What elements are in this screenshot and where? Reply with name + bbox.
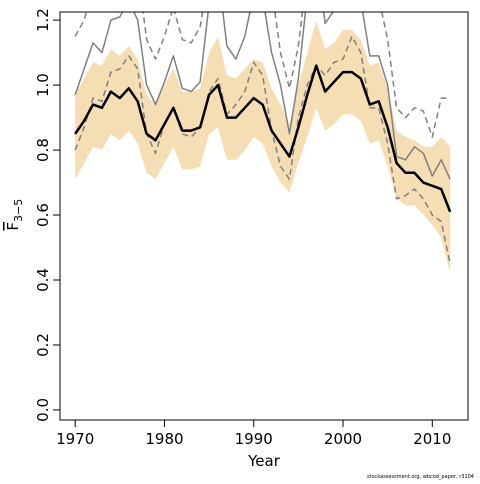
plot-area — [74, 12, 452, 274]
series-line — [74, 64, 452, 213]
x-tick-label: 1990 — [235, 430, 273, 448]
y-tick-label: 0.2 — [34, 333, 52, 357]
y-tick-label: 0.4 — [34, 268, 52, 292]
y-tick-label: 1.2 — [34, 8, 52, 32]
y-tick-label: 0.0 — [34, 398, 52, 422]
y-tick-label: 0.8 — [34, 138, 52, 162]
x-tick-label: 1970 — [56, 430, 94, 448]
x-tick-label: 2010 — [413, 430, 451, 448]
plot-frame — [59, 11, 469, 421]
y-tick-label: 0.6 — [34, 203, 52, 227]
y-axis-label-subscript: 3−5 — [12, 199, 25, 222]
footnote: stockassessment.org, wbcod_paper, r3104 — [367, 474, 474, 480]
x-tick-label: 1980 — [145, 430, 183, 448]
y-axis-label: F — [4, 222, 22, 231]
x-axis-label: Year — [247, 452, 281, 470]
x-tick-label: 2000 — [324, 430, 362, 448]
series-line — [74, 12, 451, 180]
confidence-band — [75, 20, 451, 274]
y-tick-label: 1.0 — [34, 73, 52, 97]
